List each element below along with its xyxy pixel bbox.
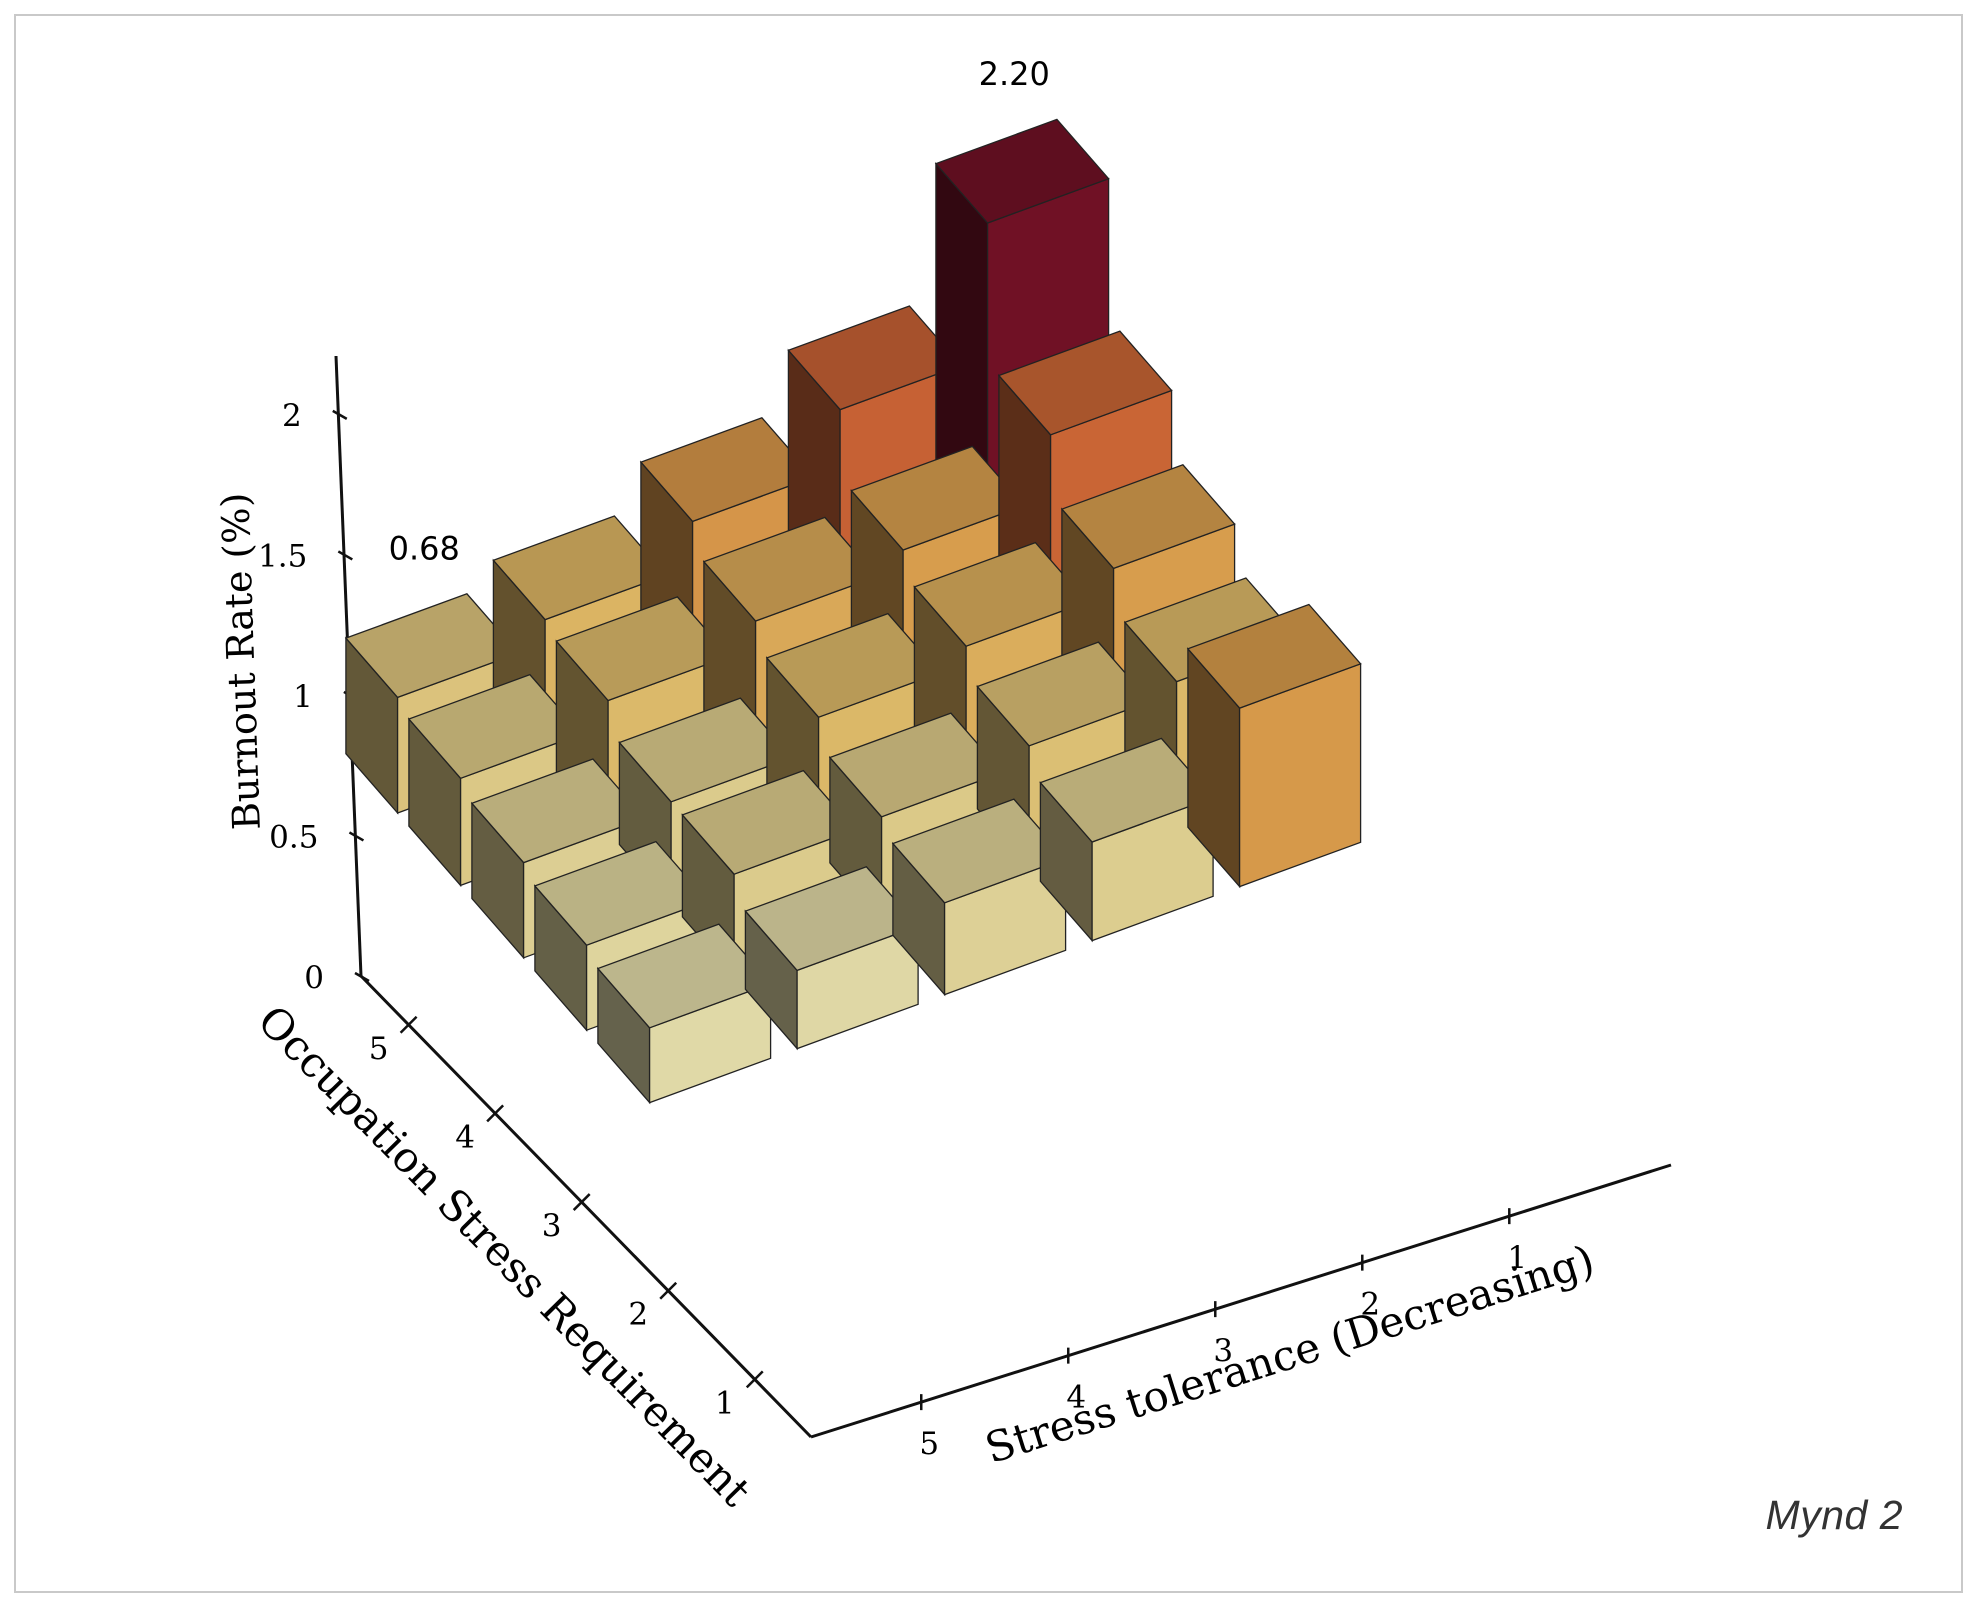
occupation-tick-label: 3: [542, 1208, 562, 1244]
figure-caption: Mynd 2: [1765, 1492, 1903, 1538]
bar-top-face: [913, 541, 1089, 647]
bar-top-face: [850, 445, 1026, 551]
bar-top-face: [407, 673, 583, 780]
data-label: 2.20: [979, 55, 1050, 93]
z-tick-label: 2: [282, 398, 302, 434]
occupation-tick-mark: [659, 1281, 678, 1300]
bar-occ1-tol4: [744, 866, 920, 1051]
stress-tolerance-tick-label: 1: [1507, 1240, 1527, 1276]
bar-top-face: [533, 840, 709, 946]
bar-top-face: [891, 798, 1067, 904]
z-tick-mark: [348, 831, 365, 842]
bar-top-face: [934, 118, 1110, 224]
bar-top-face: [765, 612, 941, 718]
bar-top-face: [681, 769, 857, 875]
bar-top-face: [470, 758, 646, 864]
occupation-tick-label: 4: [455, 1119, 475, 1155]
bars-group: [344, 118, 1362, 1105]
bar-top-face: [702, 516, 878, 622]
bar-occ1-tol2: [1039, 737, 1215, 943]
stress-tolerance-tick-label: 3: [1213, 1333, 1233, 1369]
bar-top-face: [1060, 464, 1236, 570]
occupation-tick-label: 2: [628, 1297, 648, 1333]
bar-top-face: [1186, 603, 1362, 709]
bar-occ1-tol3: [891, 798, 1067, 997]
stress-tolerance-axis-line: [810, 1163, 1672, 1439]
stress-tolerance-tick-label: 4: [1066, 1380, 1086, 1416]
bar-occ1-tol1: [1186, 603, 1362, 889]
data-label: 0.68: [389, 530, 460, 568]
bar-top-face: [596, 923, 772, 1029]
z-tick-label: 1.5: [258, 538, 307, 574]
occupation-tick-mark: [572, 1193, 591, 1211]
stress-tolerance-tick-label: 2: [1360, 1287, 1380, 1323]
occupation-tick-label: 1: [715, 1385, 735, 1421]
occupation-axis-line: [359, 974, 813, 1439]
z-tick-label: 0.5: [269, 819, 318, 855]
bar-top-face: [618, 697, 794, 803]
occupation-tick-mark: [745, 1370, 764, 1389]
bar-top-face: [787, 305, 963, 411]
bar-top-face: [744, 866, 920, 972]
z-tick-label: 1: [293, 679, 313, 715]
bar-top-face: [555, 596, 731, 702]
z-tick-mark: [354, 971, 370, 983]
bar-top-face: [828, 712, 1004, 818]
annotations-group: 0.68 2.20: [389, 55, 1050, 567]
bar-top-face: [976, 641, 1152, 747]
bar-top-face: [997, 330, 1173, 436]
z-tick-mark: [332, 409, 348, 420]
bar-top-face: [492, 515, 668, 621]
z-tick-label: 0: [304, 960, 324, 996]
bar-top-face: [639, 417, 815, 523]
bar-occ1-tol5: [596, 923, 772, 1105]
occupation-tick-mark: [399, 1015, 418, 1034]
occupation-tick-label: 5: [369, 1031, 389, 1067]
occupation-tick-mark: [486, 1104, 505, 1123]
z-tick-mark: [337, 550, 353, 561]
chart-frame: 0 0.5 1 1.5 2 5 4 3 2 1 5 4 3 2 1 Burnout Rate (%) Occup…: [14, 14, 1963, 1593]
bar-top-face: [1039, 737, 1215, 843]
bar-top-face: [344, 593, 520, 699]
stress-tolerance-tick-label: 5: [919, 1426, 939, 1462]
